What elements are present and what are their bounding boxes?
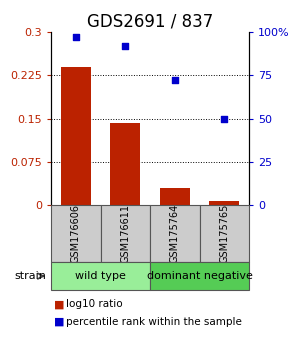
Point: [172, 78, 177, 83]
Text: GSM175764: GSM175764: [170, 204, 180, 263]
Bar: [51, 262, 150, 290]
Point: [74, 34, 78, 40]
Text: ■: ■: [54, 299, 64, 309]
Text: percentile rank within the sample: percentile rank within the sample: [66, 317, 242, 327]
Text: strain: strain: [15, 271, 46, 281]
Point: [222, 116, 227, 121]
Bar: [110, 123, 140, 205]
Text: dominant negative: dominant negative: [147, 271, 252, 281]
Text: GSM175765: GSM175765: [219, 204, 229, 263]
Text: GSM176611: GSM176611: [120, 204, 130, 263]
Text: ■: ■: [54, 317, 64, 327]
Point: [123, 43, 128, 48]
Text: log10 ratio: log10 ratio: [66, 299, 123, 309]
Bar: [100, 205, 150, 262]
Bar: [150, 205, 200, 262]
Text: wild type: wild type: [75, 271, 126, 281]
Bar: [61, 67, 91, 205]
Bar: [200, 205, 249, 262]
Bar: [150, 262, 249, 290]
Text: GSM176606: GSM176606: [71, 204, 81, 263]
Bar: [209, 201, 239, 205]
Title: GDS2691 / 837: GDS2691 / 837: [87, 12, 213, 30]
Bar: [51, 205, 100, 262]
Bar: [160, 188, 190, 205]
